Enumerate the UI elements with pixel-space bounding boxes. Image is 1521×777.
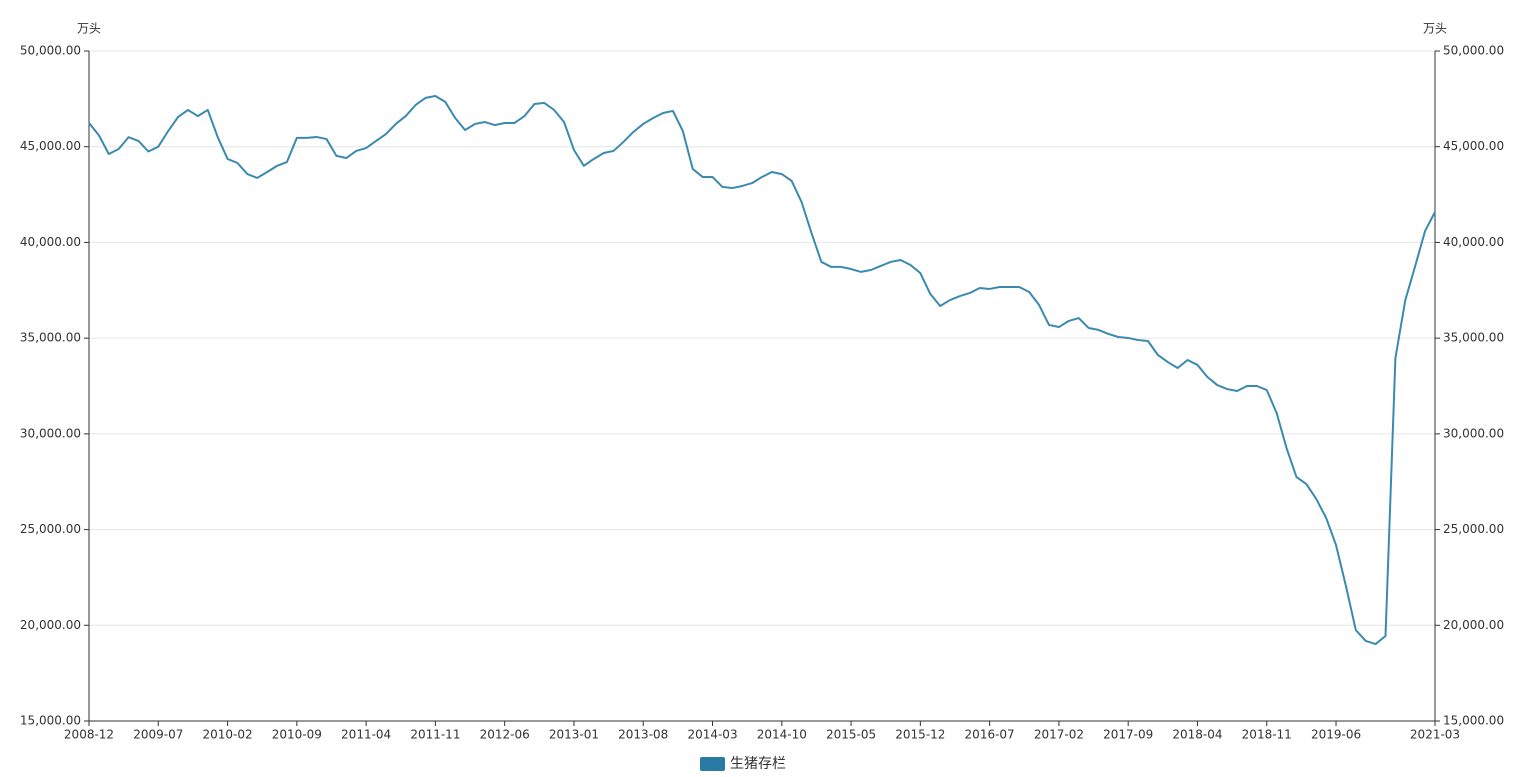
x-tick-label: 2011-04	[341, 728, 391, 742]
x-tick-label: 2009-07	[133, 728, 183, 742]
legend-label: 生猪存栏	[730, 756, 786, 772]
y2-tick-label: 20,000.00	[1443, 618, 1504, 632]
x-tick-label: 2013-01	[549, 728, 599, 742]
x-tick-label: 2017-02	[1034, 728, 1084, 742]
y2-tick-label: 50,000.00	[1443, 44, 1504, 58]
x-tick-label: 2021-03	[1410, 728, 1460, 742]
x-tick-label: 2017-09	[1103, 728, 1153, 742]
y-tick-label: 30,000.00	[20, 426, 81, 440]
x-tick-label: 2015-12	[895, 728, 945, 742]
x-tick-label: 2018-11	[1242, 728, 1292, 742]
legend-swatch	[700, 757, 725, 771]
y-unit: 万头	[77, 22, 101, 36]
y2-tick-label: 30,000.00	[1443, 426, 1504, 440]
x-tick-label: 2014-10	[757, 728, 807, 742]
y2-tick-label: 40,000.00	[1443, 235, 1504, 249]
series-line	[88, 94, 1436, 646]
x-tick-label: 2010-09	[272, 728, 322, 742]
y-tick-label: 40,000.00	[20, 235, 81, 249]
y-tick-label: 35,000.00	[20, 331, 81, 345]
x-tick-label: 2015-05	[826, 728, 876, 742]
x-tick-label: 2016-07	[965, 728, 1015, 742]
y2-tick-label: 45,000.00	[1443, 139, 1504, 153]
x-tick-label: 2014-03	[687, 728, 737, 742]
x-tick-label: 2011-11	[410, 728, 460, 742]
y2-tick-label: 15,000.00	[1443, 714, 1504, 728]
x-tick-label: 2013-08	[618, 728, 668, 742]
y2-tick-label: 35,000.00	[1443, 331, 1504, 345]
y2-tick-label: 25,000.00	[1443, 522, 1504, 536]
y-tick-label: 20,000.00	[20, 618, 81, 632]
x-tick-label: 2010-02	[202, 728, 252, 742]
x-tick-label: 2012-06	[480, 728, 530, 742]
x-tick-label: 2019-06	[1311, 728, 1361, 742]
y-tick-label: 15,000.00	[20, 714, 81, 728]
y-tick-label: 25,000.00	[20, 522, 81, 536]
y2-unit: 万头	[1423, 22, 1447, 36]
y-tick-label: 50,000.00	[20, 44, 81, 58]
y-tick-label: 45,000.00	[20, 139, 81, 153]
x-tick-label: 2018-04	[1172, 728, 1222, 742]
x-tick-label: 2008-12	[64, 728, 114, 742]
